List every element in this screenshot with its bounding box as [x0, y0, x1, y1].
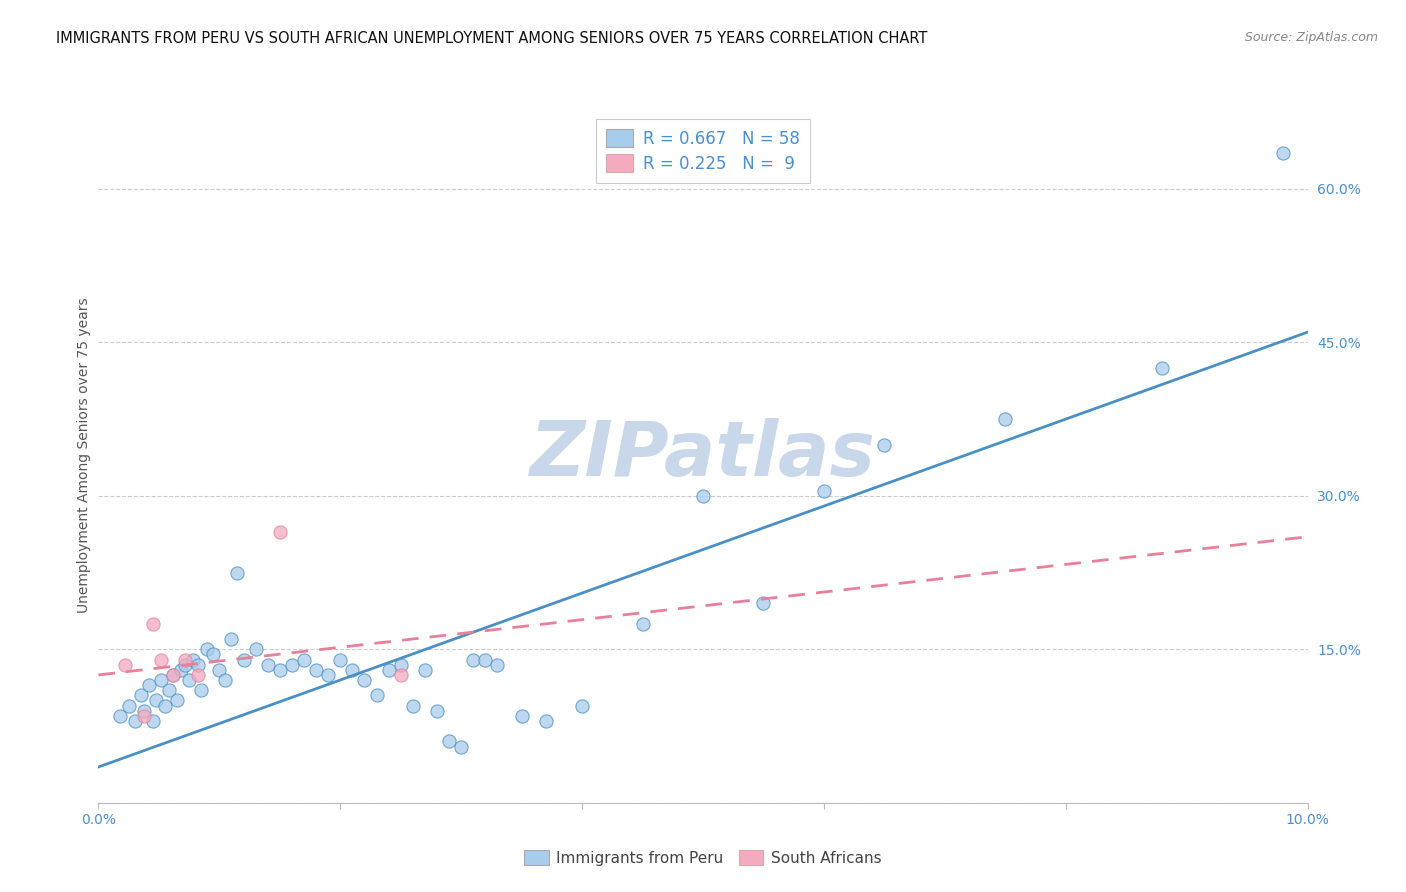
Point [187, 668, 209, 682]
Point [162, 668, 184, 682]
Point [281, 657, 304, 672]
Point [389, 668, 412, 682]
Point [153, 698, 176, 713]
Point [437, 734, 460, 748]
Point [145, 693, 167, 707]
Point [256, 657, 278, 672]
Point [389, 657, 412, 672]
Point [873, 438, 896, 452]
Point [269, 524, 291, 539]
Point [202, 648, 225, 662]
Point [474, 652, 496, 666]
Point [426, 704, 449, 718]
Point [134, 708, 156, 723]
Point [813, 483, 835, 498]
Point [108, 708, 131, 723]
Point [134, 704, 156, 718]
Point [190, 683, 212, 698]
Point [166, 693, 188, 707]
Point [342, 663, 364, 677]
Point [181, 652, 204, 666]
Point [150, 673, 173, 687]
Point [353, 673, 375, 687]
Point [124, 714, 146, 728]
Point [138, 678, 160, 692]
Point [292, 652, 315, 666]
Y-axis label: Unemployment Among Seniors over 75 years: Unemployment Among Seniors over 75 years [77, 297, 91, 613]
Point [994, 412, 1017, 426]
Text: ZIPatlas: ZIPatlas [530, 418, 876, 491]
Point [571, 698, 593, 713]
Point [129, 689, 152, 703]
Text: Source: ZipAtlas.com: Source: ZipAtlas.com [1244, 31, 1378, 45]
Point [226, 566, 249, 580]
Point [195, 642, 218, 657]
Point [631, 616, 654, 631]
Point [187, 657, 209, 672]
Point [169, 663, 191, 677]
Point [450, 739, 472, 754]
Point [142, 616, 165, 631]
Point [486, 657, 509, 672]
Point [214, 673, 236, 687]
Point [174, 652, 197, 666]
Point [752, 596, 775, 610]
Point [157, 683, 180, 698]
Point [269, 663, 291, 677]
Point [150, 652, 173, 666]
Text: IMMIGRANTS FROM PERU VS SOUTH AFRICAN UNEMPLOYMENT AMONG SENIORS OVER 75 YEARS C: IMMIGRANTS FROM PERU VS SOUTH AFRICAN UN… [56, 31, 928, 46]
Point [305, 663, 328, 677]
Point [510, 708, 533, 723]
Point [692, 489, 714, 503]
Point [316, 668, 339, 682]
Point [118, 698, 141, 713]
Point [162, 668, 184, 682]
Point [463, 652, 485, 666]
Point [208, 663, 231, 677]
Point [142, 714, 165, 728]
Legend: Immigrants from Peru, South Africans: Immigrants from Peru, South Africans [519, 844, 887, 871]
Point [174, 657, 197, 672]
Point [1272, 146, 1295, 161]
Point [377, 663, 399, 677]
Point [245, 642, 267, 657]
Point [366, 689, 388, 703]
Point [1152, 360, 1174, 375]
Point [402, 698, 425, 713]
Point [114, 657, 136, 672]
Point [221, 632, 243, 646]
Point [534, 714, 557, 728]
Point [413, 663, 436, 677]
Point [329, 652, 352, 666]
Point [179, 673, 201, 687]
Point [232, 652, 254, 666]
